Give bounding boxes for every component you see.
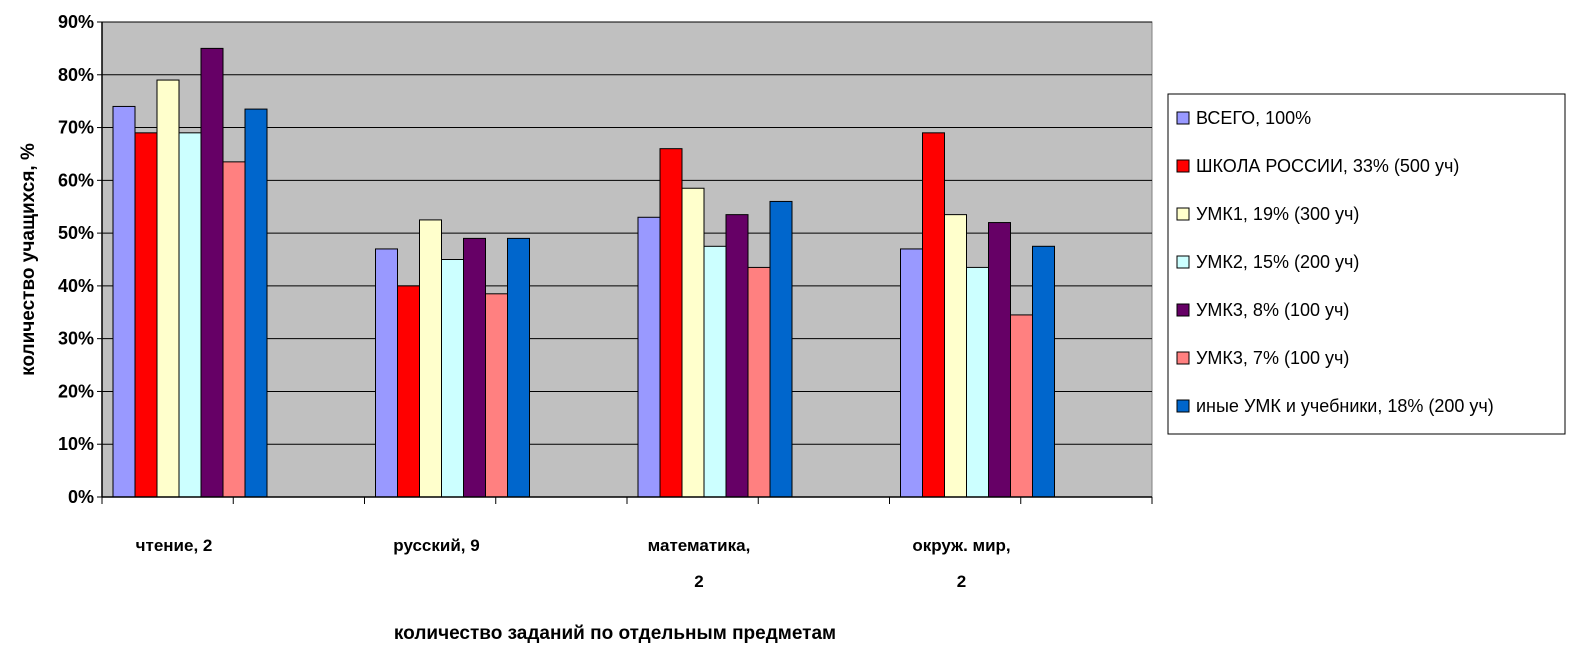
- bar: [725, 214, 749, 498]
- bar: [637, 216, 661, 498]
- bar: [156, 79, 180, 498]
- legend-swatch: [1176, 399, 1190, 413]
- legend-label: ШКОЛА РОССИИ, 33% (500 уч): [1196, 156, 1459, 176]
- bar: [244, 108, 268, 498]
- bar: [134, 132, 158, 498]
- bar: [200, 47, 224, 498]
- bar: [419, 219, 442, 498]
- x-axis: чтение, 2 русский, 9 математика, 2 окруж. ми…: [101, 496, 1153, 591]
- x-category-label: чтение, 2: [136, 536, 213, 555]
- y-axis-title: количество учащихся, %: [18, 143, 39, 376]
- bars: [112, 47, 1055, 498]
- bar: [966, 266, 989, 498]
- bar: [222, 161, 246, 498]
- bar: [922, 132, 945, 498]
- legend-label: УМК2, 15% (200 уч): [1196, 252, 1359, 272]
- x-category-label: математика,: [648, 536, 751, 555]
- y-tick-label: 70%: [58, 118, 94, 138]
- bar: [769, 200, 793, 498]
- bar: [485, 293, 508, 498]
- legend-label: УМК3, 8% (100 уч): [1196, 300, 1349, 320]
- legend-label: иные УМК и учебники, 18% (200 уч): [1196, 396, 1494, 416]
- bar: [944, 214, 967, 498]
- legend: ВСЕГО, 100% ШКОЛА РОССИИ, 33% (500 уч) УМК…: [1167, 93, 1566, 435]
- y-tick-label: 40%: [58, 276, 94, 296]
- y-tick-label: 20%: [58, 381, 94, 401]
- x-category-label: 2: [694, 572, 703, 591]
- bar: [375, 248, 398, 498]
- legend-label: УМК1, 19% (300 уч): [1196, 204, 1359, 224]
- y-tick-label: 80%: [58, 65, 94, 85]
- bar: [441, 259, 464, 498]
- legend-swatch: [1176, 207, 1190, 221]
- bar: [747, 266, 771, 498]
- y-tick-label: 90%: [58, 12, 94, 32]
- x-axis-title: количество заданий по отдельным предмета…: [394, 623, 836, 644]
- bar: [178, 132, 202, 498]
- bar: [988, 222, 1011, 498]
- legend-swatch: [1176, 303, 1190, 317]
- bar: [507, 237, 530, 498]
- bar: [1032, 245, 1055, 498]
- bar: [681, 187, 705, 498]
- x-category-label: русский, 9: [393, 536, 479, 555]
- legend-swatch: [1176, 159, 1190, 173]
- bar: [703, 245, 727, 498]
- x-category-label: 2: [957, 572, 966, 591]
- bar: [112, 105, 136, 498]
- legend-label: ВСЕГО, 100%: [1196, 108, 1311, 128]
- legend-box: [1167, 93, 1566, 435]
- y-tick-label: 30%: [58, 329, 94, 349]
- y-axis: 0% 10% 20% 30% 40% 50% 60% 70% 80% 90%: [58, 12, 103, 507]
- legend-swatch: [1176, 255, 1190, 269]
- y-tick-label: 60%: [58, 170, 94, 190]
- x-category-label: окруж. мир,: [912, 536, 1010, 555]
- bar: [463, 237, 486, 498]
- bar: [397, 285, 420, 498]
- bar: [659, 148, 683, 498]
- y-tick-label: 0%: [68, 487, 94, 507]
- y-tick-label: 50%: [58, 223, 94, 243]
- bar: [1010, 314, 1033, 498]
- bar: [900, 248, 923, 498]
- y-tick-label: 10%: [58, 434, 94, 454]
- legend-swatch: [1176, 111, 1190, 125]
- legend-swatch: [1176, 351, 1190, 365]
- legend-label: УМК3, 7% (100 уч): [1196, 348, 1349, 368]
